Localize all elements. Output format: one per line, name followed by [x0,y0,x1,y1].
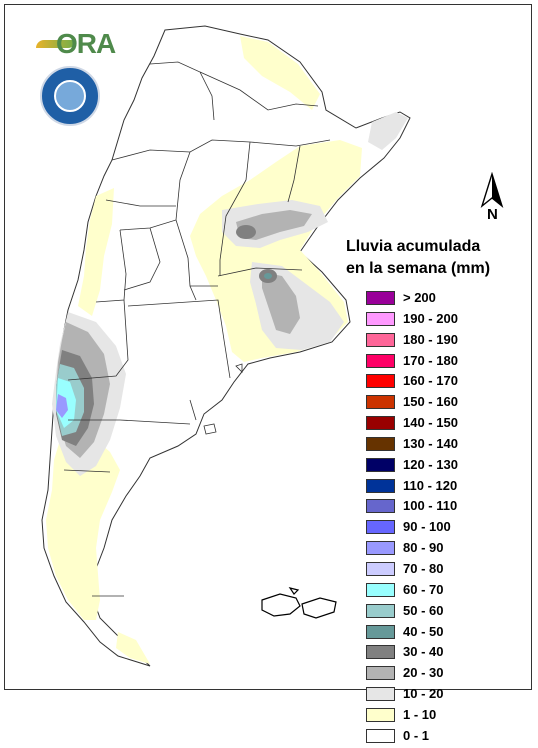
precipitation-map [41,25,411,667]
legend-item: 60 - 70 [366,581,516,602]
small-island [235,363,243,373]
legend-label: 60 - 70 [403,581,444,597]
rain-zone-1-10-tdf [116,632,150,664]
legend-swatch [366,416,395,431]
legend-item: 70 - 80 [366,560,516,581]
legend-swatch [366,728,395,743]
legend-swatch [366,687,395,702]
legend-item: 80 - 90 [366,539,516,560]
legend-label: 90 - 100 [403,519,451,535]
legend-item: 120 - 130 [366,456,516,477]
legend-item: 1 - 10 [366,706,516,727]
legend-swatch [366,561,395,576]
north-label: N [487,206,498,223]
legend-item: 150 - 160 [366,393,516,414]
legend-label: 120 - 130 [403,456,458,472]
legend-swatch [366,395,395,410]
legend-label: 70 - 80 [403,560,444,576]
legend-swatch [366,582,395,597]
legend-title-line2: en la semana (mm) [346,260,491,277]
legend-title-line1: Lluvia acumulada [346,238,481,255]
seal-emblem-icon [54,80,86,112]
rain-zone-1-10-west [78,188,114,316]
legend-item: 180 - 190 [366,331,516,352]
legend-label: 0 - 1 [403,727,430,743]
legend-swatch [366,666,395,681]
smn-seal-logo [40,66,100,126]
legend-swatch [366,436,395,451]
legend-swatch [366,520,395,535]
legend-swatch [366,457,395,472]
legend: > 200 190 - 200 180 - 190 170 - 180 160 - 17… [366,289,516,748]
legend-swatch [366,353,395,368]
rain-zone-10-20-ne [368,112,408,150]
legend-label: 140 - 150 [403,415,458,431]
legend-label: 100 - 110 [403,498,458,514]
legend-swatch [366,645,395,660]
map-frame [4,4,532,690]
legend-label: 190 - 200 [403,310,458,326]
legend-label: 110 - 120 [403,477,458,493]
ora-logo-text: ORA [56,28,116,59]
legend-swatch [366,541,395,556]
north-arrow-icon [480,171,504,208]
north-arrow: N [480,171,504,224]
legend-item: 100 - 110 [366,497,516,518]
legend-item: > 200 [366,289,516,310]
legend-label: > 200 [403,290,436,305]
ora-logo-wing [36,40,76,48]
legend-item: 130 - 140 [366,435,516,456]
rain-zone-30-40-center [236,225,256,239]
legend-item: 170 - 180 [366,352,516,373]
rain-zone-1-10-north [240,36,320,110]
legend-label: 50 - 60 [403,602,444,618]
small-island [203,423,217,435]
legend-item: 50 - 60 [366,602,516,623]
legend-item: 20 - 30 [366,664,516,685]
legend-item: 190 - 200 [366,310,516,331]
legend-label: 180 - 190 [403,331,458,347]
rain-zone-40-50-baires [264,273,272,279]
legend-label: 40 - 50 [403,623,444,639]
legend-item: 40 - 50 [366,623,516,644]
legend-swatch [366,499,395,514]
legend-label: 20 - 30 [403,665,444,681]
legend-swatch [366,311,395,326]
legend-label: 160 - 170 [403,373,458,389]
legend-item: 140 - 150 [366,414,516,435]
legend-title: Lluvia acumulada en la semana (mm) [346,236,490,280]
malvinas-islands [261,587,337,619]
legend-swatch [366,332,395,347]
legend-label: 130 - 140 [403,435,458,451]
legend-item: 160 - 170 [366,372,516,393]
legend-swatch [366,478,395,493]
legend-label: 80 - 90 [403,540,444,556]
legend-item: 30 - 40 [366,643,516,664]
province-boundaries [63,61,331,597]
legend-item: 110 - 120 [366,477,516,498]
legend-swatch [366,707,395,722]
ora-logo: ORA [36,26,116,60]
legend-swatch [366,624,395,639]
rain-zone-20-30-baires [262,272,300,334]
legend-swatch [366,291,395,305]
legend-label: 10 - 20 [403,686,444,702]
legend-label: 150 - 160 [403,394,458,410]
legend-label: 170 - 180 [403,352,458,368]
legend-label: 30 - 40 [403,644,444,660]
legend-item: 0 - 1 [366,727,516,748]
legend-swatch [366,374,395,389]
legend-label: 1 - 10 [403,706,437,722]
rain-zone-90-100-andes [56,394,68,418]
legend-item: 10 - 20 [366,685,516,706]
legend-item: 90 - 100 [366,518,516,539]
legend-swatch [366,603,395,618]
